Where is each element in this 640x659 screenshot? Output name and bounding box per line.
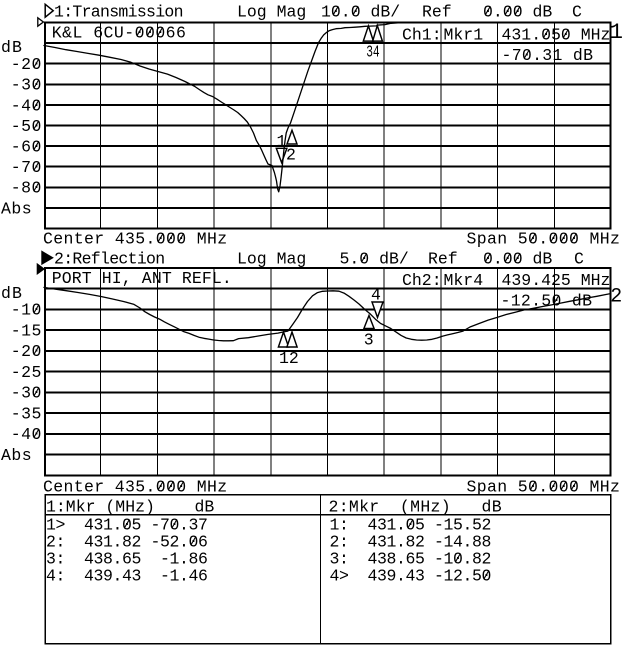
svg-text:-70: -70	[11, 158, 42, 177]
svg-text:3: 438.65 -1.86: 3: 438.65 -1.86	[46, 550, 208, 569]
svg-text:439.425 MHz: 439.425 MHz	[502, 271, 611, 290]
svg-text:Ref: Ref	[428, 250, 458, 269]
svg-text:-40: -40	[11, 96, 42, 115]
svg-text:4: 439.43 -1.46: 4: 439.43 -1.46	[46, 567, 208, 586]
svg-text:1: 1	[277, 132, 287, 151]
svg-text:2:Mkr (MHz) dB: 2:Mkr (MHz) dB	[329, 498, 502, 517]
svg-text:1: 1	[610, 20, 623, 45]
svg-text:Abs: Abs	[1, 446, 32, 465]
svg-text:-25: -25	[11, 363, 42, 382]
svg-text:Ref: Ref	[422, 2, 452, 21]
svg-text:-12.50 dB: -12.50 dB	[501, 292, 593, 311]
svg-text:0.00 dB: 0.00 dB	[483, 250, 552, 269]
svg-text:431.050 MHz: 431.050 MHz	[502, 26, 611, 45]
svg-text:Span 50.000 MHz: Span 50.000 MHz	[467, 478, 621, 497]
svg-text:1: 431.05 -15.52: 1: 431.05 -15.52	[330, 516, 492, 535]
svg-text:3: 438.65 -10.82: 3: 438.65 -10.82	[330, 550, 492, 569]
svg-text:Mkr4: Mkr4	[444, 271, 484, 290]
svg-text:4> 439.43 -12.50: 4> 439.43 -12.50	[330, 567, 492, 586]
svg-text:12: 12	[279, 349, 299, 368]
svg-text:Center 435.000 MHz: Center 435.000 MHz	[43, 230, 228, 249]
svg-text:Ch1:: Ch1:	[402, 26, 442, 45]
svg-text:C: C	[572, 2, 582, 21]
svg-text:34: 34	[366, 43, 379, 62]
svg-text:2: 431.82 -14.88: 2: 431.82 -14.88	[330, 533, 492, 552]
svg-text:Mkr1: Mkr1	[444, 26, 484, 45]
svg-text:C: C	[574, 250, 584, 269]
svg-text:1:Transmission: 1:Transmission	[54, 2, 183, 21]
svg-text:1> 431.05 -70.37: 1> 431.05 -70.37	[46, 516, 208, 535]
svg-text:2: 2	[286, 146, 296, 165]
svg-text:4: 4	[371, 286, 381, 305]
svg-text:-60: -60	[11, 137, 42, 156]
svg-text:2:Reflection: 2:Reflection	[54, 250, 164, 269]
svg-text:2: 2	[610, 286, 622, 309]
svg-text:5.0 dB/: 5.0 dB/	[340, 250, 409, 269]
svg-text:0.00 dB: 0.00 dB	[483, 2, 552, 21]
svg-text:-40: -40	[11, 425, 42, 444]
svg-text:-35: -35	[11, 404, 42, 423]
svg-text:-30: -30	[11, 384, 42, 403]
svg-text:Log Mag: Log Mag	[237, 2, 306, 21]
svg-text:-20: -20	[11, 55, 42, 74]
svg-text:-10: -10	[11, 301, 42, 320]
svg-text:-80: -80	[11, 179, 42, 198]
svg-text:-30: -30	[11, 76, 42, 95]
svg-text:1:Mkr (MHz) dB: 1:Mkr (MHz) dB	[46, 498, 214, 517]
svg-text:dB: dB	[1, 38, 23, 57]
svg-text:PORT HI, ANT REFL.: PORT HI, ANT REFL.	[52, 269, 232, 288]
svg-text:10.0 dB/: 10.0 dB/	[321, 2, 400, 21]
svg-text:Span 50.000 MHz: Span 50.000 MHz	[467, 230, 621, 249]
svg-text:-50: -50	[11, 117, 42, 136]
svg-text:Log Mag: Log Mag	[237, 250, 306, 269]
svg-text:K&L 6CU-00066: K&L 6CU-00066	[52, 23, 187, 42]
svg-text:2: 431.82 -52.06: 2: 431.82 -52.06	[46, 533, 208, 552]
svg-text:-15: -15	[11, 321, 42, 340]
svg-text:Abs: Abs	[1, 199, 32, 218]
svg-text:Center 435.000 MHz: Center 435.000 MHz	[43, 478, 228, 497]
svg-text:-20: -20	[11, 342, 42, 361]
svg-text:Ch2:: Ch2:	[402, 271, 442, 290]
svg-text:3: 3	[364, 331, 374, 350]
svg-text:dB: dB	[1, 284, 23, 303]
svg-text:-70.31 dB: -70.31 dB	[502, 46, 594, 65]
